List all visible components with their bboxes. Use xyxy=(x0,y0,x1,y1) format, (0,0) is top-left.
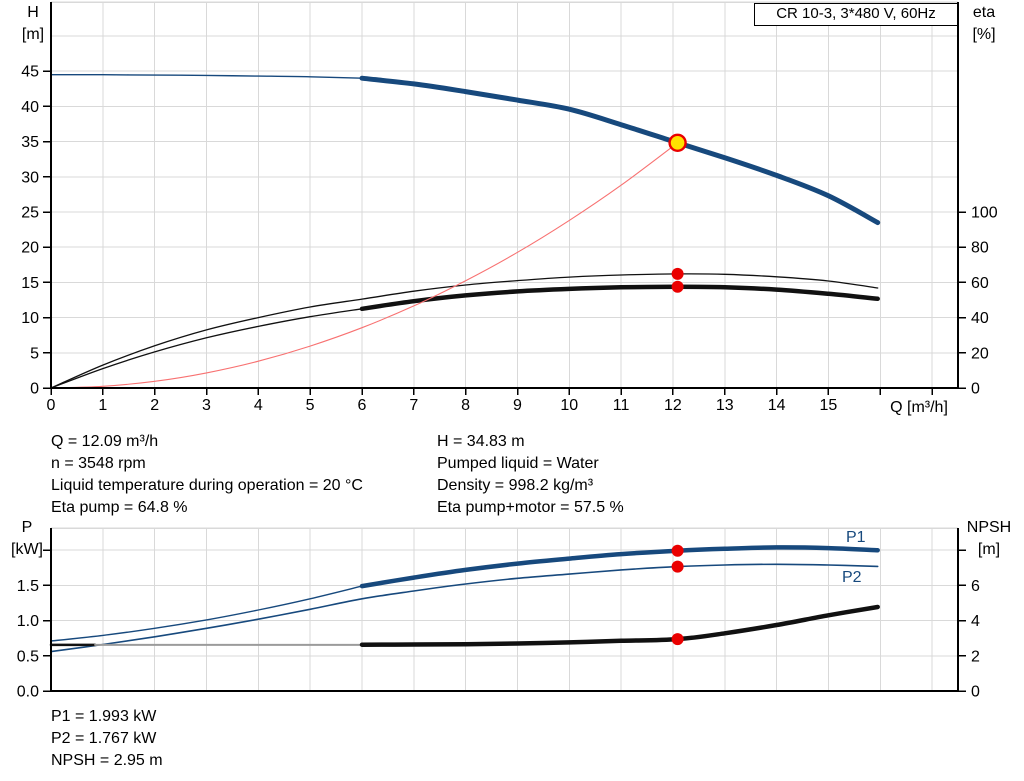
duty-readout-left: Q = 12.09 m³/h n = 3548 rpm Liquid tempe… xyxy=(51,431,363,519)
left-tick-label: 15 xyxy=(21,275,39,292)
p-axis-label: P [kW] xyxy=(4,517,50,561)
power-readout: P1 = 1.993 kW P2 = 1.767 kW NPSH = 2.95 … xyxy=(51,706,163,772)
npsh-axis-label-symbol: NPSH xyxy=(966,519,1012,536)
left-tick-label: 45 xyxy=(21,64,39,81)
readout-liquid-temp: Liquid temperature during operation = 20… xyxy=(51,477,363,494)
right-tick-label: 100 xyxy=(971,205,998,222)
eta-pump-dot-marker xyxy=(671,267,684,280)
readout-p1: P1 = 1.993 kW xyxy=(51,708,157,725)
left-tick-label: 40 xyxy=(21,99,39,116)
left-tick-label: 20 xyxy=(21,240,39,257)
left-tick-label: 0.0 xyxy=(17,684,39,701)
readout-eta-pump-motor: Eta pump+motor = 57.5 % xyxy=(437,499,624,516)
x-tick-label: 12 xyxy=(664,397,682,414)
left-tick-label: 1.5 xyxy=(17,578,39,595)
p-axis-label-unit: [kW] xyxy=(11,541,43,558)
left-tick-label: 10 xyxy=(21,310,39,327)
p2-curve xyxy=(50,563,879,653)
x-tick-label: 11 xyxy=(613,397,630,414)
p-axis-label-symbol: P xyxy=(21,519,33,536)
npsh-axis-label: NPSH [m] xyxy=(960,517,1018,561)
npsh-curve-main xyxy=(359,604,880,647)
p1-curve-low xyxy=(50,585,363,642)
right-tick-label: 4 xyxy=(971,613,980,630)
h-curve-low xyxy=(50,73,363,79)
left-tick-label: 0 xyxy=(30,381,39,398)
p2-dot-marker xyxy=(671,560,684,573)
x-tick-label: 9 xyxy=(513,397,522,414)
readout-p2: P2 = 1.767 kW xyxy=(51,730,157,747)
p1-curve-main xyxy=(359,545,880,589)
eta-pump-motor-main xyxy=(359,284,880,312)
eta-axis-label-symbol: eta xyxy=(972,4,996,21)
readout-density: Density = 998.2 kg/m³ xyxy=(437,477,594,494)
left-tick-label: 1.0 xyxy=(17,613,39,630)
right-tick-label: 60 xyxy=(971,275,989,292)
x-tick-label: 6 xyxy=(358,397,367,414)
x-tick-label: 10 xyxy=(560,397,578,414)
q-axis-label: Q [m³/h] xyxy=(890,399,948,416)
h-axis-label: H [m] xyxy=(14,2,52,46)
system-curve xyxy=(50,142,679,389)
x-tick-label: 13 xyxy=(716,397,734,414)
p2-curve-label: P2 xyxy=(842,569,862,586)
h-axis-label-unit: [m] xyxy=(21,26,45,43)
x-tick-label: 15 xyxy=(820,397,838,414)
npsh-dot-marker xyxy=(671,633,684,646)
readout-npsh: NPSH = 2.95 m xyxy=(51,752,163,769)
duty-readout-right: H = 34.83 m Pumped liquid = Water Densit… xyxy=(437,431,624,519)
x-tick-label: 3 xyxy=(202,397,211,414)
left-tick-label: 35 xyxy=(21,134,39,151)
eta-pump-motor-dot-marker xyxy=(671,280,684,293)
x-tick-label: 1 xyxy=(98,397,107,414)
right-tick-label: 0 xyxy=(971,684,980,701)
right-tick-label: 20 xyxy=(971,345,989,362)
x-tick-label: 8 xyxy=(461,397,470,414)
right-tick-label: 6 xyxy=(971,578,980,595)
right-tick-label: 40 xyxy=(971,310,989,327)
readout-pumped-liquid: Pumped liquid = Water xyxy=(437,455,599,472)
left-tick-label: 30 xyxy=(21,169,39,186)
npsh-axis-label-unit: [m] xyxy=(977,541,1001,558)
x-tick-label: 4 xyxy=(254,397,263,414)
right-tick-label: 80 xyxy=(971,240,989,257)
duty-point-marker xyxy=(668,133,687,153)
eta-pump-motor-low xyxy=(50,308,363,389)
x-tick-label: 7 xyxy=(409,397,418,414)
h-curve-main xyxy=(359,75,881,226)
left-tick-label: 5 xyxy=(30,345,39,362)
h-axis-label-symbol: H xyxy=(27,4,39,21)
x-tick-label: 14 xyxy=(768,397,786,414)
right-tick-label: 2 xyxy=(971,648,980,665)
readout-n: n = 3548 rpm xyxy=(51,455,146,472)
p1-curve-label: P1 xyxy=(846,529,866,546)
readout-q: Q = 12.09 m³/h xyxy=(51,433,159,450)
left-tick-label: 25 xyxy=(21,205,39,222)
eta-axis-label: eta [%] xyxy=(962,2,1006,46)
x-tick-label: 0 xyxy=(47,397,56,414)
eta-axis-label-unit: [%] xyxy=(972,26,996,43)
left-tick-label: 0.5 xyxy=(17,648,39,665)
x-tick-label: 5 xyxy=(306,397,315,414)
readout-h: H = 34.83 m xyxy=(437,433,525,450)
readout-eta-pump: Eta pump = 64.8 % xyxy=(51,499,188,516)
pump-model-title: CR 10-3, 3*480 V, 60Hz xyxy=(754,3,958,26)
p1-dot-marker xyxy=(671,544,684,557)
x-tick-label: 2 xyxy=(150,397,159,414)
right-tick-label: 0 xyxy=(971,381,980,398)
eta-pump xyxy=(50,273,879,389)
